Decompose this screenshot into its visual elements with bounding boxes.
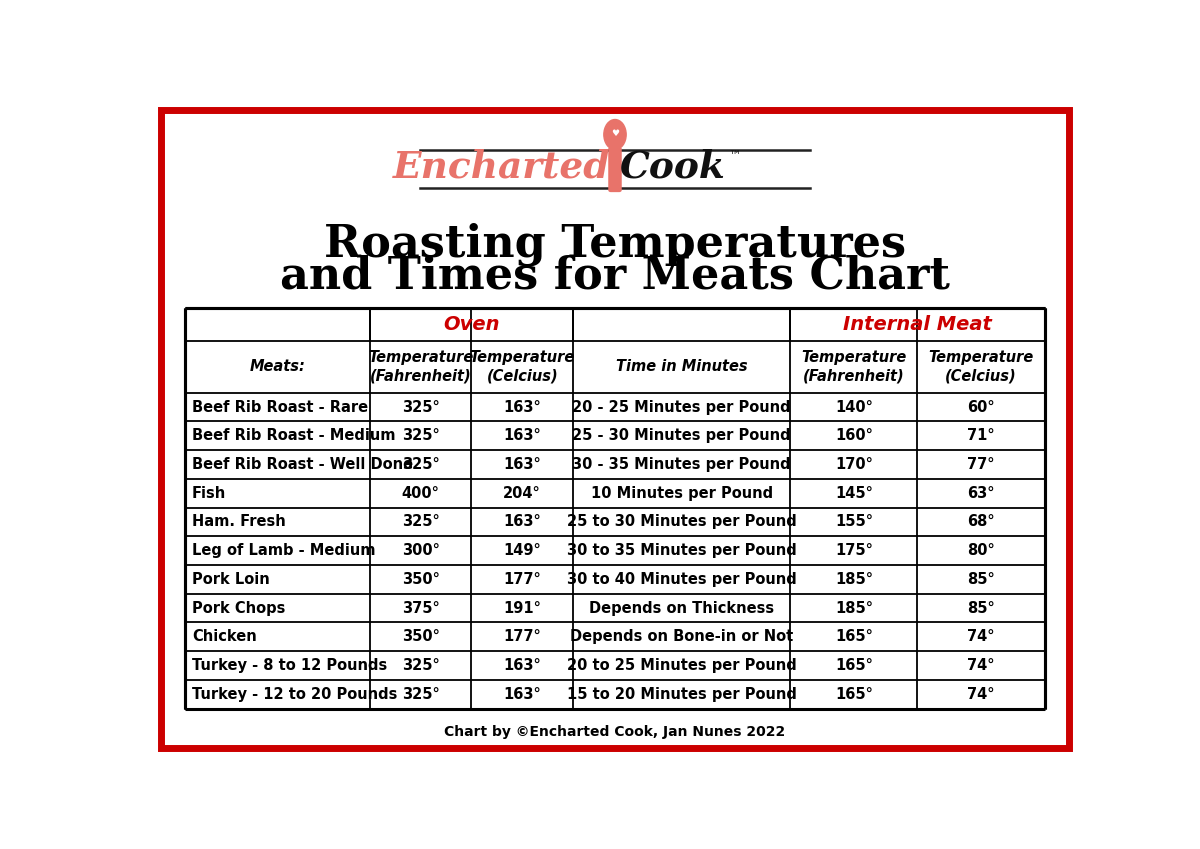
Text: 325°: 325° — [402, 514, 439, 530]
Text: 325°: 325° — [402, 687, 439, 701]
Text: 163°: 163° — [503, 400, 541, 414]
Text: Turkey - 8 to 12 Pounds: Turkey - 8 to 12 Pounds — [192, 658, 388, 673]
FancyBboxPatch shape — [608, 148, 622, 191]
Text: Beef Rib Roast - Rare: Beef Rib Roast - Rare — [192, 400, 368, 414]
Text: 350°: 350° — [402, 629, 439, 644]
Text: 155°: 155° — [835, 514, 872, 530]
Text: 325°: 325° — [402, 457, 439, 472]
Text: 74°: 74° — [967, 629, 995, 644]
Text: 145°: 145° — [835, 486, 872, 501]
Text: 77°: 77° — [967, 457, 995, 472]
Text: Meats:: Meats: — [250, 359, 306, 374]
Text: Chart by ©Encharted Cook, Jan Nunes 2022: Chart by ©Encharted Cook, Jan Nunes 2022 — [444, 725, 786, 739]
Text: 165°: 165° — [835, 687, 872, 701]
Text: Pork Chops: Pork Chops — [192, 600, 286, 616]
Text: 68°: 68° — [967, 514, 995, 530]
Text: 163°: 163° — [503, 658, 541, 673]
Text: Time in Minutes: Time in Minutes — [616, 359, 748, 374]
Text: 325°: 325° — [402, 658, 439, 673]
Text: Cook: Cook — [619, 149, 726, 186]
Text: Temperature
(Celcius): Temperature (Celcius) — [469, 351, 575, 383]
Text: 170°: 170° — [835, 457, 872, 472]
Text: ™: ™ — [728, 149, 740, 163]
Text: Leg of Lamb - Medium: Leg of Lamb - Medium — [192, 543, 376, 558]
Text: 325°: 325° — [402, 429, 439, 443]
Text: 191°: 191° — [503, 600, 541, 616]
Text: Temperature
(Fahrenheit): Temperature (Fahrenheit) — [368, 351, 474, 383]
Text: 85°: 85° — [967, 572, 995, 587]
Text: 15 to 20 Minutes per Pound: 15 to 20 Minutes per Pound — [566, 687, 797, 701]
Text: Chicken: Chicken — [192, 629, 257, 644]
Text: 400°: 400° — [402, 486, 439, 501]
Ellipse shape — [604, 120, 626, 149]
Text: Turkey - 12 to 20 Pounds: Turkey - 12 to 20 Pounds — [192, 687, 397, 701]
Text: 185°: 185° — [835, 572, 872, 587]
Text: 165°: 165° — [835, 658, 872, 673]
Text: 85°: 85° — [967, 600, 995, 616]
Text: Encharted: Encharted — [392, 149, 611, 186]
Text: 300°: 300° — [402, 543, 439, 558]
Text: 375°: 375° — [402, 600, 439, 616]
Text: 177°: 177° — [503, 572, 541, 587]
Text: 71°: 71° — [967, 429, 995, 443]
Text: Beef Rib Roast - Well Done: Beef Rib Roast - Well Done — [192, 457, 413, 472]
Text: and Times for Meats Chart: and Times for Meats Chart — [280, 255, 950, 298]
Text: 25 to 30 Minutes per Pound: 25 to 30 Minutes per Pound — [566, 514, 797, 530]
Text: 149°: 149° — [503, 543, 541, 558]
Text: 60°: 60° — [967, 400, 995, 414]
Text: Oven: Oven — [443, 315, 499, 334]
Text: Depends on Bone-in or Not: Depends on Bone-in or Not — [570, 629, 793, 644]
Text: 10 Minutes per Pound: 10 Minutes per Pound — [590, 486, 773, 501]
Text: 30 to 40 Minutes per Pound: 30 to 40 Minutes per Pound — [566, 572, 797, 587]
Text: 20 - 25 Minutes per Pound: 20 - 25 Minutes per Pound — [572, 400, 791, 414]
Text: 80°: 80° — [967, 543, 995, 558]
Text: Temperature
(Fahrenheit): Temperature (Fahrenheit) — [802, 351, 906, 383]
Text: 74°: 74° — [967, 687, 995, 701]
Text: 165°: 165° — [835, 629, 872, 644]
Text: Beef Rib Roast - Medium: Beef Rib Roast - Medium — [192, 429, 395, 443]
Text: 160°: 160° — [835, 429, 872, 443]
Text: 25 - 30 Minutes per Pound: 25 - 30 Minutes per Pound — [572, 429, 791, 443]
Text: Roasting Temperatures: Roasting Temperatures — [324, 222, 906, 266]
Text: 30 to 35 Minutes per Pound: 30 to 35 Minutes per Pound — [566, 543, 797, 558]
Text: 325°: 325° — [402, 400, 439, 414]
Text: 163°: 163° — [503, 687, 541, 701]
Text: 177°: 177° — [503, 629, 541, 644]
Text: Fish: Fish — [192, 486, 226, 501]
Text: 163°: 163° — [503, 429, 541, 443]
Text: 204°: 204° — [503, 486, 541, 501]
Text: 163°: 163° — [503, 457, 541, 472]
Text: Ham. Fresh: Ham. Fresh — [192, 514, 286, 530]
Text: 175°: 175° — [835, 543, 872, 558]
Text: Temperature
(Celcius): Temperature (Celcius) — [929, 351, 1033, 383]
Text: 350°: 350° — [402, 572, 439, 587]
Text: 30 - 35 Minutes per Pound: 30 - 35 Minutes per Pound — [572, 457, 791, 472]
Text: 74°: 74° — [967, 658, 995, 673]
Text: Depends on Thickness: Depends on Thickness — [589, 600, 774, 616]
Text: Internal Meat: Internal Meat — [844, 315, 992, 334]
Text: 163°: 163° — [503, 514, 541, 530]
Text: ♥: ♥ — [611, 129, 619, 138]
Text: 20 to 25 Minutes per Pound: 20 to 25 Minutes per Pound — [566, 658, 797, 673]
Text: 140°: 140° — [835, 400, 872, 414]
Text: Pork Loin: Pork Loin — [192, 572, 270, 587]
Text: 63°: 63° — [967, 486, 995, 501]
Text: 185°: 185° — [835, 600, 872, 616]
